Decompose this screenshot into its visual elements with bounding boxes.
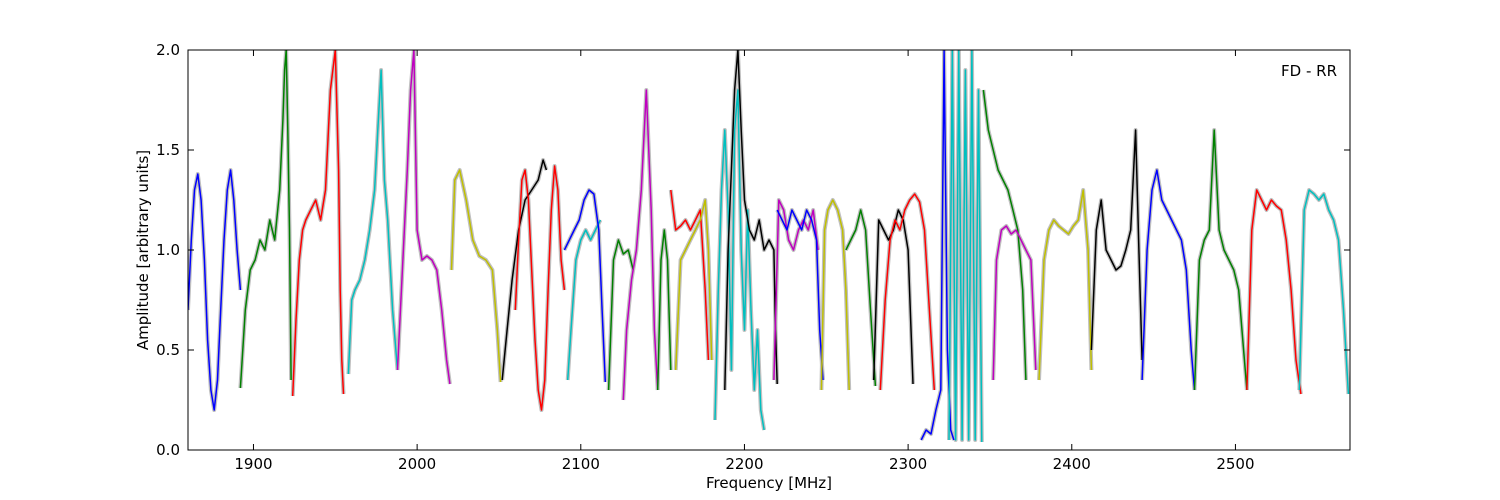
y-tick-label: 0.0 — [156, 441, 180, 459]
plot-area — [188, 50, 1350, 443]
y-tick-label: 0.5 — [156, 341, 180, 359]
series-4-line — [347, 69, 399, 375]
series-9-line — [566, 219, 602, 381]
x-tick-label: 2500 — [1216, 455, 1254, 473]
y-tick-label: 1.0 — [156, 241, 180, 259]
series-14-line — [670, 189, 710, 361]
y-tick-label: 2.0 — [156, 41, 180, 59]
series-32-line — [1246, 189, 1302, 395]
series-17-line — [724, 50, 778, 391]
x-tick-label: 2400 — [1053, 455, 1091, 473]
x-tick-label: 2200 — [725, 455, 763, 473]
series-29-line — [1090, 129, 1143, 361]
series-30-line — [1141, 169, 1196, 391]
series-11-line — [607, 239, 634, 391]
series-19-line — [776, 209, 824, 381]
series-6-line — [450, 169, 502, 383]
x-tick-label: 2300 — [889, 455, 927, 473]
series-2-line — [239, 50, 292, 389]
series-23-line — [879, 193, 936, 391]
x-axis-label: Frequency [MHz] — [706, 474, 832, 492]
series-18-line — [773, 199, 819, 381]
series-13-line — [656, 229, 672, 391]
axis-ticks: 1900 2000 2100 2200 2300 2400 2500 0.0 0.5 1.0 1.5… — [156, 41, 1350, 473]
chart-annotation: FD - RR — [1281, 62, 1337, 80]
series-22-line — [872, 209, 914, 385]
series-33-line — [1298, 189, 1350, 395]
x-tick-label: 2000 — [398, 455, 436, 473]
x-tick-label: 2100 — [562, 455, 600, 473]
series-15-line — [674, 199, 713, 371]
series-16-line — [714, 89, 765, 431]
series-12-line — [622, 89, 659, 401]
series-27-line — [992, 225, 1037, 381]
series-1-line — [188, 169, 242, 411]
series-26-line — [982, 89, 1027, 381]
series-5-line — [396, 50, 451, 385]
series-21-line — [845, 209, 877, 387]
series-20-line — [820, 199, 850, 391]
series-7-line — [501, 159, 548, 381]
series-3-line — [291, 50, 345, 397]
x-tick-label: 1900 — [234, 455, 272, 473]
series-28-line — [1038, 189, 1093, 381]
y-tick-label: 1.5 — [156, 141, 180, 159]
series-31-line — [1193, 129, 1248, 391]
series-25-line — [948, 50, 983, 443]
series-8-line — [514, 165, 566, 411]
y-axis-label: Amplitude [arbitrary units] — [134, 150, 152, 350]
series-10-line — [563, 189, 607, 383]
